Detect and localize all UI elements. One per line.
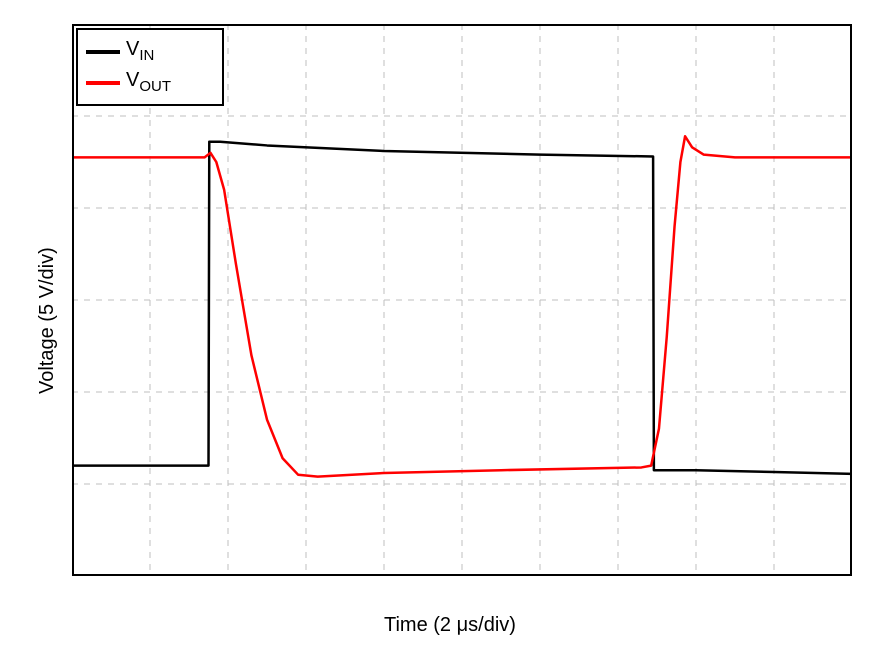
x-axis-label-prefix: Time (2 [384, 614, 457, 636]
legend-swatch-vout [86, 81, 120, 85]
y-axis-label: Voltage (5 V/div) [36, 247, 59, 394]
chart-svg [72, 24, 852, 576]
legend-swatch-vin [86, 50, 120, 54]
x-axis-label-unit: μ [457, 614, 469, 636]
legend-label-vin-base: V [126, 38, 139, 60]
legend-label-vin-sub: IN [139, 47, 154, 64]
legend-label-vout-base: V [126, 69, 139, 91]
legend-label-vout: VOUT [126, 69, 171, 96]
legend-item-vin: VIN [86, 38, 214, 65]
legend: VIN VOUT [76, 28, 224, 106]
x-axis-label-suffix: s/div) [468, 614, 516, 636]
legend-item-vout: VOUT [86, 69, 214, 96]
legend-label-vout-sub: OUT [139, 78, 171, 95]
y-axis-label-text: Voltage (5 V/div) [36, 247, 58, 394]
figure: Voltage (5 V/div) Time (2 μs/div) VIN VO… [0, 0, 882, 668]
legend-label-vin: VIN [126, 38, 154, 65]
x-axis-label: Time (2 μs/div) [384, 614, 516, 637]
